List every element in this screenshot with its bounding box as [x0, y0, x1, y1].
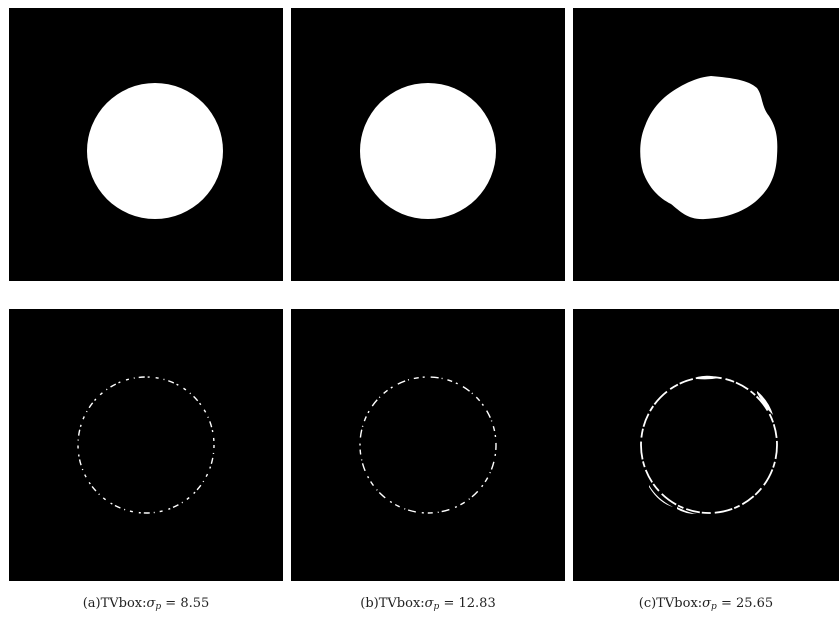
- error-ring-c: [640, 375, 778, 514]
- segmented-disk-b: [360, 83, 496, 219]
- error-map-b: [291, 309, 565, 581]
- caption-tag: (b): [360, 596, 379, 611]
- caption-value: 25.65: [735, 596, 774, 611]
- segmented-disk-a: [87, 83, 223, 219]
- caption-equals: =: [720, 596, 732, 611]
- caption-c: (c)TVbox:σp = 25.65: [573, 594, 839, 614]
- caption-subscript: p: [433, 602, 440, 612]
- caption-subscript: p: [711, 602, 717, 612]
- caption-equals: =: [165, 596, 177, 611]
- segmentation-image-c: [573, 8, 839, 281]
- error-ring-a: [77, 376, 215, 514]
- error-ring-b: [359, 376, 497, 514]
- caption-value: 12.83: [458, 596, 496, 611]
- caption-tag: (a): [82, 596, 101, 611]
- caption-value: 8.55: [180, 596, 210, 611]
- segmentation-image-b: [291, 8, 565, 281]
- caption-symbol: σ: [146, 596, 156, 611]
- caption-method: TVbox:: [378, 596, 425, 611]
- caption-tag: (c): [638, 596, 657, 611]
- segmented-disk-c: [640, 76, 778, 220]
- caption-symbol: σ: [702, 596, 712, 611]
- caption-method: TVbox:: [100, 596, 147, 611]
- caption-method: TVbox:: [656, 596, 703, 611]
- caption-subscript: p: [155, 602, 162, 612]
- caption-a: (a)TVbox:σp = 8.55: [9, 594, 283, 614]
- caption-equals: =: [443, 596, 455, 611]
- caption-symbol: σ: [424, 596, 434, 611]
- caption-b: (b)TVbox:σp = 12.83: [291, 594, 565, 614]
- error-map-c: [573, 309, 839, 581]
- segmentation-image-a: [9, 8, 283, 281]
- error-map-a: [9, 309, 283, 581]
